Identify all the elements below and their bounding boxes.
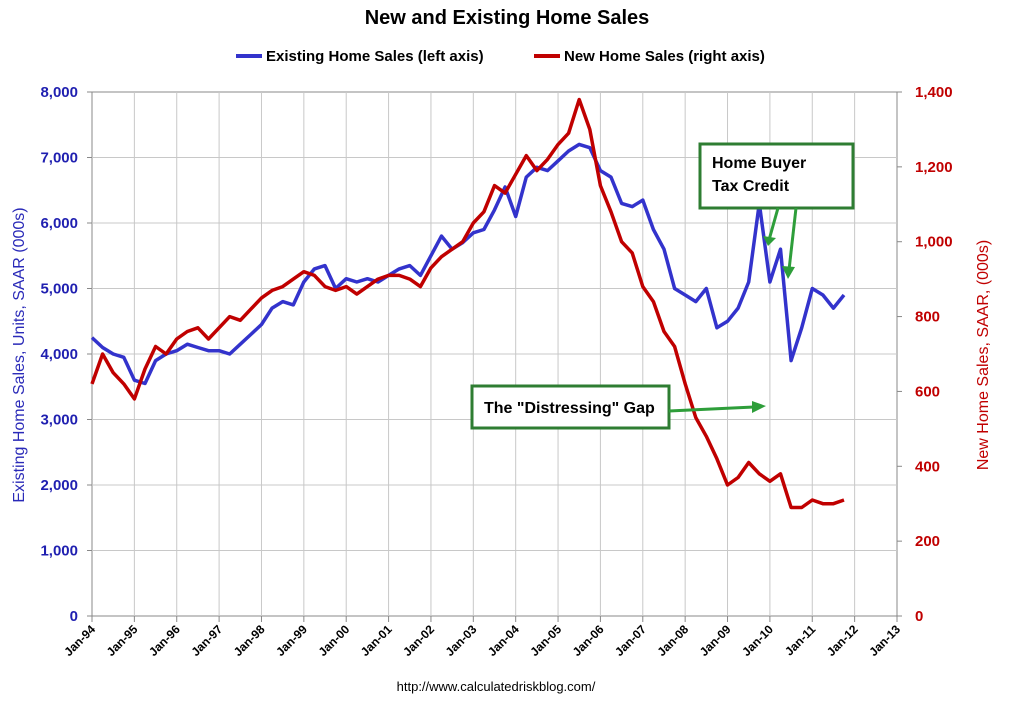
x-tick-label: Jan-97: [188, 622, 225, 659]
series-line-existing: [90, 142, 846, 386]
x-tick-label: Jan-99: [273, 622, 310, 659]
right-tick-label: 600: [915, 383, 940, 400]
annotation-tax-credit-line2: Tax Credit: [712, 178, 790, 195]
annotation-gap-arrow: [668, 405, 755, 413]
x-tick-label: Jan-05: [527, 622, 564, 659]
x-tick-label: Jan-04: [485, 622, 522, 659]
source-url: http://www.calculatedriskblog.com/: [397, 679, 596, 694]
x-tick-label: Jan-98: [231, 622, 268, 659]
x-tick-label: Jan-11: [782, 622, 819, 659]
x-tick-label: Jan-08: [654, 622, 691, 659]
left-tick-label: 1,000: [40, 543, 78, 560]
annotation-distressing-gap: The "Distressing" Gap: [470, 384, 766, 430]
series-lines: [90, 97, 846, 510]
annotation-tax-credit-line1: Home Buyer: [712, 155, 806, 172]
annotation-tax-credit-arrowhead2: [782, 266, 795, 279]
right-tick-label: 400: [915, 458, 940, 475]
left-tick-label: 6,000: [40, 215, 78, 232]
x-tick-label: Jan-06: [570, 622, 607, 659]
left-tick-label: 7,000: [40, 150, 78, 167]
left-tick-label: 2,000: [40, 477, 78, 494]
right-axis-label: New Home Sales, SAAR, (000s): [975, 240, 992, 470]
annotation-tax-credit: Home Buyer Tax Credit: [698, 142, 855, 279]
x-tick-label: Jan-96: [146, 622, 183, 659]
right-tick-label: 800: [915, 309, 940, 326]
legend: Existing Home Sales (left axis) New Home…: [236, 48, 765, 65]
annotation-tax-credit-box: [698, 142, 855, 210]
annotation-tax-credit-arrow2: [787, 207, 798, 271]
chart-title: New and Existing Home Sales: [365, 7, 650, 29]
left-tick-label: 5,000: [40, 281, 78, 298]
annotation-gap-arrowhead: [752, 401, 766, 413]
annotation-gap-box: [470, 384, 671, 430]
annotation-tax-credit-arrow1: [767, 207, 780, 241]
x-tick-label: Jan-94: [61, 622, 98, 659]
x-tick-label: Jan-02: [400, 622, 437, 659]
annotation-gap-text: The "Distressing" Gap: [484, 400, 655, 417]
x-tick-label: Jan-13: [866, 622, 903, 659]
left-axis-ticks: 0 1,000 2,000 3,000 4,000 5,000 6,000 7,000 8,00…: [40, 84, 92, 625]
legend-label-existing: Existing Home Sales (left axis): [266, 48, 484, 65]
left-axis-label: Existing Home Sales, Units, SAAR (000s): [11, 207, 28, 502]
right-tick-label: 1,200: [915, 159, 953, 176]
x-tick-label: Jan-01: [358, 622, 395, 659]
right-axis-ticks: 0 200 400 600 800 1,000 1,200 1,400: [897, 84, 953, 625]
x-tick-label: Jan-12: [824, 622, 861, 659]
x-tick-label: Jan-07: [612, 622, 649, 659]
left-tick-label: 8,000: [40, 84, 78, 101]
left-tick-label: 3,000: [40, 412, 78, 429]
x-tick-label: Jan-00: [316, 622, 353, 659]
right-tick-label: 0: [915, 608, 923, 625]
legend-label-new: New Home Sales (right axis): [564, 48, 765, 65]
right-tick-label: 1,400: [915, 84, 953, 101]
x-tick-label: Jan-95: [104, 622, 141, 659]
right-tick-label: 200: [915, 533, 940, 550]
left-tick-label: 0: [70, 608, 78, 625]
x-tick-label: Jan-03: [443, 622, 480, 659]
annotation-tax-credit-arrowhead1: [763, 236, 776, 246]
left-tick-label: 4,000: [40, 346, 78, 363]
right-tick-label: 1,000: [915, 234, 953, 251]
x-axis-ticks: Jan-94 Jan-95 Jan-96 Jan-97 Jan-98 Jan-99 Jan-…: [61, 616, 903, 659]
series-line-new: [90, 97, 845, 510]
x-tick-label: Jan-09: [697, 622, 734, 659]
x-tick-label: Jan-10: [739, 622, 776, 659]
